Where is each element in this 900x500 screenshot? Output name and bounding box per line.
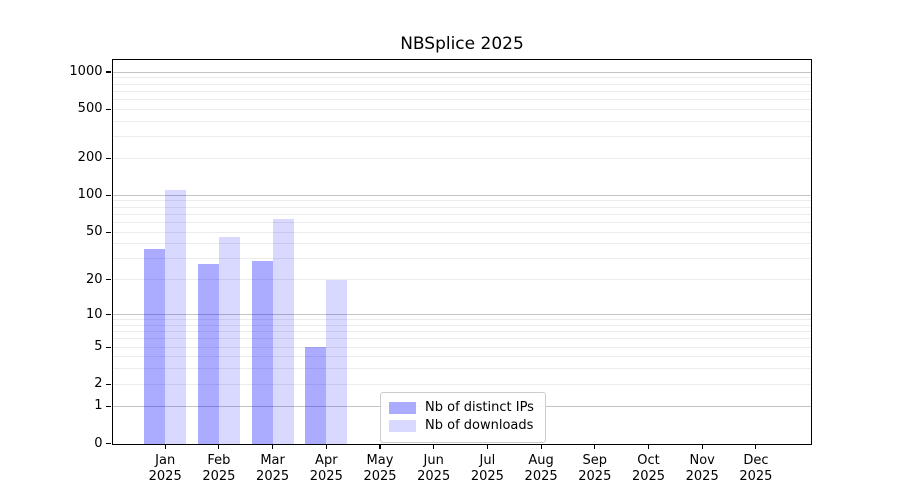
bar-downloads [218,236,240,444]
x-axis-tick-label: May 2025 [363,452,397,485]
y-gridline-major [112,194,811,196]
y-gridline-minor [112,221,811,223]
y-gridline-minor [112,243,811,245]
y-gridline-minor [112,136,811,138]
y-axis-tick [106,346,111,348]
y-axis-tick-label: 500 [77,101,103,117]
x-axis-tick-label: Jul 2025 [470,452,504,485]
legend-label-distinct-ips: Nb of distinct IPs [425,400,534,415]
x-axis-tick [272,443,274,449]
y-axis-tick-label: 200 [77,150,103,166]
y-axis-tick [106,231,111,233]
x-axis-tick [433,443,435,449]
legend-item-downloads: Nb of downloads [389,418,537,434]
x-axis-tick [540,443,542,449]
x-axis-tick-label: Aug 2025 [524,452,558,485]
bar-distinct-ips [251,260,273,444]
y-gridline-minor [112,200,811,202]
x-axis-tick [486,443,488,449]
y-gridline-minor [112,383,811,385]
y-gridline-major [112,71,811,73]
y-axis-tick [106,71,111,73]
y-gridline-minor [112,77,811,79]
y-gridline-minor [112,120,811,122]
y-gridline-minor [112,279,811,281]
y-axis-tick [106,405,111,407]
x-axis-tick-label: Sep 2025 [578,452,612,485]
x-axis-tick [594,443,596,449]
y-axis-tick-label: 100 [77,187,103,203]
y-axis-tick-label: 1 [94,398,103,414]
y-gridline-minor [112,258,811,260]
bar-distinct-ips [305,347,327,444]
y-axis-tick [106,442,111,445]
y-gridline-minor [112,231,811,233]
y-axis-tick-label: 50 [85,224,103,240]
bar-downloads [326,279,348,444]
x-axis-tick [164,443,166,449]
x-axis-tick-label: Nov 2025 [685,452,719,485]
y-gridline-minor [112,368,811,370]
x-axis-tick [218,443,220,449]
y-gridline-minor [112,324,811,326]
y-axis-tick-label: 0 [94,435,103,451]
y-gridline-minor [112,356,811,358]
x-axis-tick [325,443,327,449]
x-axis-tick [755,443,757,449]
y-gridline-minor [112,98,811,100]
y-gridline-minor [112,108,811,110]
y-axis-tick-label: 10 [85,306,103,322]
x-axis-tick-label: Jun 2025 [417,452,451,485]
y-gridline-minor [112,346,811,348]
x-axis-tick-label: Mar 2025 [256,452,290,485]
y-axis-tick-label: 5 [94,339,103,355]
x-axis-tick-label: Apr 2025 [309,452,343,485]
y-axis-tick-label: 2 [94,376,103,392]
y-axis-tick-label: 1000 [69,64,103,80]
x-axis-tick [379,443,381,449]
bar-distinct-ips [197,264,219,444]
y-gridline-major [112,314,811,316]
x-axis-tick-label: Feb 2025 [202,452,236,485]
bar-downloads [272,219,294,444]
legend-swatch-distinct-ips [389,402,416,414]
y-gridline-minor [112,83,811,85]
x-axis-tick-label: Oct 2025 [631,452,666,485]
y-gridline-minor [112,206,811,208]
x-axis-tick [701,443,703,449]
legend: Nb of distinct IPs Nb of downloads [380,392,546,443]
y-gridline-minor [112,319,811,321]
y-gridline-minor [112,213,811,215]
legend-label-downloads: Nb of downloads [425,418,534,433]
y-gridline-minor [112,338,811,340]
y-axis-tick [106,108,111,110]
bar-distinct-ips [144,249,166,444]
plot-area: 0 1 2 5 10 20 50 100 200 500 1000 Jan 2025 Feb 2025 M… [69,58,812,484]
bar-downloads [165,190,187,444]
legend-swatch-downloads [389,420,416,432]
y-axis-tick [106,157,111,159]
legend-item-distinct-ips: Nb of distinct IPs [389,400,537,416]
x-axis-tick [647,443,650,449]
y-gridline-minor [112,157,811,159]
y-axis-tick [106,279,111,281]
x-axis-tick-label: Dec 2025 [739,452,773,485]
y-gridline-minor [112,331,811,333]
y-axis-tick [106,194,111,196]
y-gridline-minor [112,90,811,92]
x-axis-tick-label: Jan 2025 [148,452,182,485]
y-axis-tick [106,313,111,316]
chart-title: NBSplice 2025 [400,34,524,54]
y-axis-tick [106,383,111,386]
y-axis-tick-label: 20 [85,271,103,287]
